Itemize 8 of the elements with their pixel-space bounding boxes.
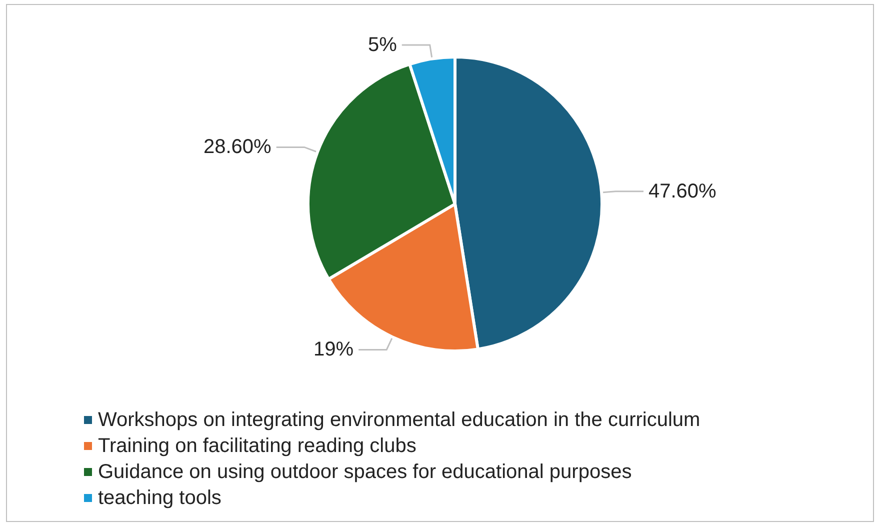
legend-label: Guidance on using outdoor spaces for educational purposes <box>98 461 632 483</box>
data-label: 28.60% <box>204 136 272 158</box>
legend-label: Training on facilitating reading clubs <box>98 435 416 457</box>
data-label: 5% <box>368 34 398 56</box>
data-label: 47.60% <box>648 180 717 202</box>
data-label: 19% <box>314 338 354 361</box>
legend-label: Workshops on integrating environmental education in the curriculum <box>98 409 700 431</box>
legend-label: teaching tools <box>98 487 222 509</box>
